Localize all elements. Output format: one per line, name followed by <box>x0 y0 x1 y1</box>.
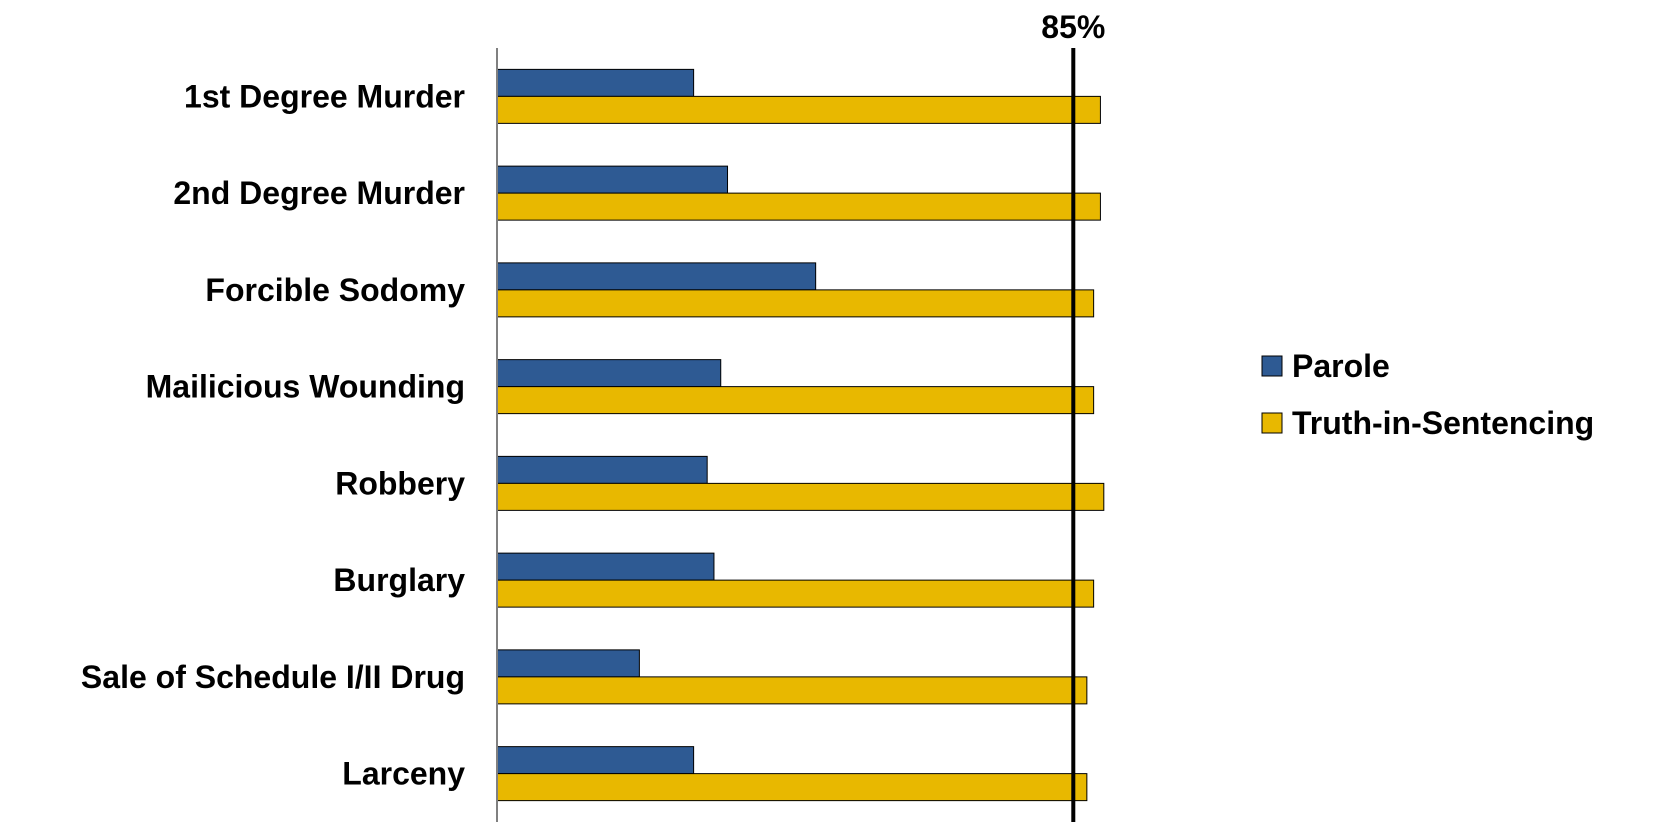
legend-swatch-truth-in-sentencing <box>1261 412 1283 434</box>
bars-group <box>496 68 1105 802</box>
bar-parole-3 <box>496 359 722 388</box>
legend: Parole Truth-in-Sentencing <box>1261 348 1594 441</box>
category-label: Robbery <box>335 465 465 501</box>
category-label: Forcible Sodomy <box>205 272 465 308</box>
category-label: Larceny <box>342 756 465 792</box>
bar-parole-5 <box>496 552 715 581</box>
category-label: Sale of Schedule I/II Drug <box>81 659 465 695</box>
bar-parole-0 <box>496 68 695 97</box>
bar-parole-4 <box>496 455 708 484</box>
bar-truth-in-sentencing-0 <box>496 95 1101 124</box>
bar-truth-in-sentencing-5 <box>496 579 1095 608</box>
bar-parole-6 <box>496 649 640 678</box>
legend-swatch-parole <box>1261 355 1283 377</box>
category-label: Burglary <box>333 562 465 598</box>
bar-truth-in-sentencing-6 <box>496 676 1088 705</box>
bar-parole-1 <box>496 165 729 194</box>
bar-truth-in-sentencing-7 <box>496 773 1088 802</box>
category-label: Mailicious Wounding <box>146 369 465 405</box>
bar-truth-in-sentencing-1 <box>496 192 1101 221</box>
legend-label: Truth-in-Sentencing <box>1292 405 1594 441</box>
category-label: 2nd Degree Murder <box>173 175 465 211</box>
reference-line-label: 85% <box>1041 9 1105 45</box>
category-labels: 1st Degree Murder 2nd Degree Murder Forcib… <box>81 78 465 791</box>
bar-parole-2 <box>496 262 817 291</box>
category-label: 1st Degree Murder <box>184 78 465 114</box>
bar-truth-in-sentencing-4 <box>496 482 1105 511</box>
bar-truth-in-sentencing-3 <box>496 386 1095 415</box>
bar-truth-in-sentencing-2 <box>496 289 1095 318</box>
bar-parole-7 <box>496 746 695 775</box>
legend-label: Parole <box>1292 348 1390 384</box>
